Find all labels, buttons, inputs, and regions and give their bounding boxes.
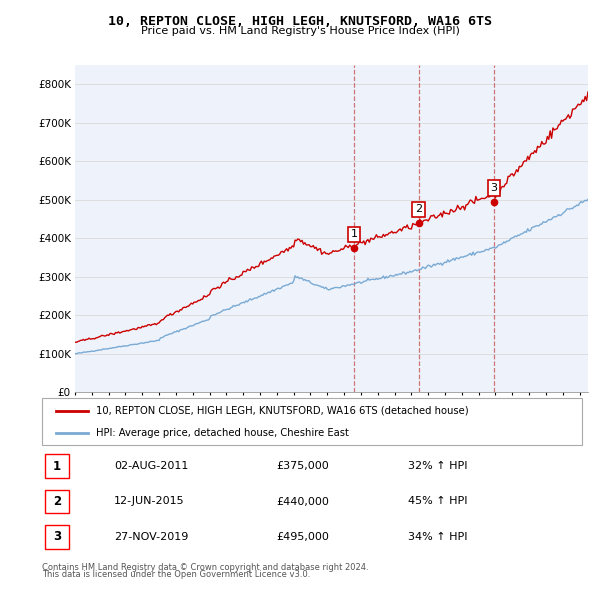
FancyBboxPatch shape [42, 398, 582, 445]
Text: 3: 3 [53, 530, 61, 543]
Text: Price paid vs. HM Land Registry's House Price Index (HPI): Price paid vs. HM Land Registry's House … [140, 26, 460, 36]
Text: £495,000: £495,000 [276, 532, 329, 542]
Text: 10, REPTON CLOSE, HIGH LEGH, KNUTSFORD, WA16 6TS: 10, REPTON CLOSE, HIGH LEGH, KNUTSFORD, … [108, 15, 492, 28]
Text: 27-NOV-2019: 27-NOV-2019 [114, 532, 188, 542]
Text: 12-JUN-2015: 12-JUN-2015 [114, 497, 185, 506]
Text: 02-AUG-2011: 02-AUG-2011 [114, 461, 188, 471]
Text: 45% ↑ HPI: 45% ↑ HPI [408, 497, 467, 506]
Text: 1: 1 [350, 230, 358, 240]
Text: Contains HM Land Registry data © Crown copyright and database right 2024.: Contains HM Land Registry data © Crown c… [42, 563, 368, 572]
Text: HPI: Average price, detached house, Cheshire East: HPI: Average price, detached house, Ches… [96, 428, 349, 438]
Text: 2: 2 [415, 204, 422, 214]
Text: £440,000: £440,000 [276, 497, 329, 506]
Text: 32% ↑ HPI: 32% ↑ HPI [408, 461, 467, 471]
Text: 34% ↑ HPI: 34% ↑ HPI [408, 532, 467, 542]
Text: 2: 2 [53, 495, 61, 508]
Text: 3: 3 [490, 183, 497, 193]
Text: 1: 1 [53, 460, 61, 473]
Text: £375,000: £375,000 [276, 461, 329, 471]
Text: This data is licensed under the Open Government Licence v3.0.: This data is licensed under the Open Gov… [42, 571, 310, 579]
Text: 10, REPTON CLOSE, HIGH LEGH, KNUTSFORD, WA16 6TS (detached house): 10, REPTON CLOSE, HIGH LEGH, KNUTSFORD, … [96, 406, 469, 416]
